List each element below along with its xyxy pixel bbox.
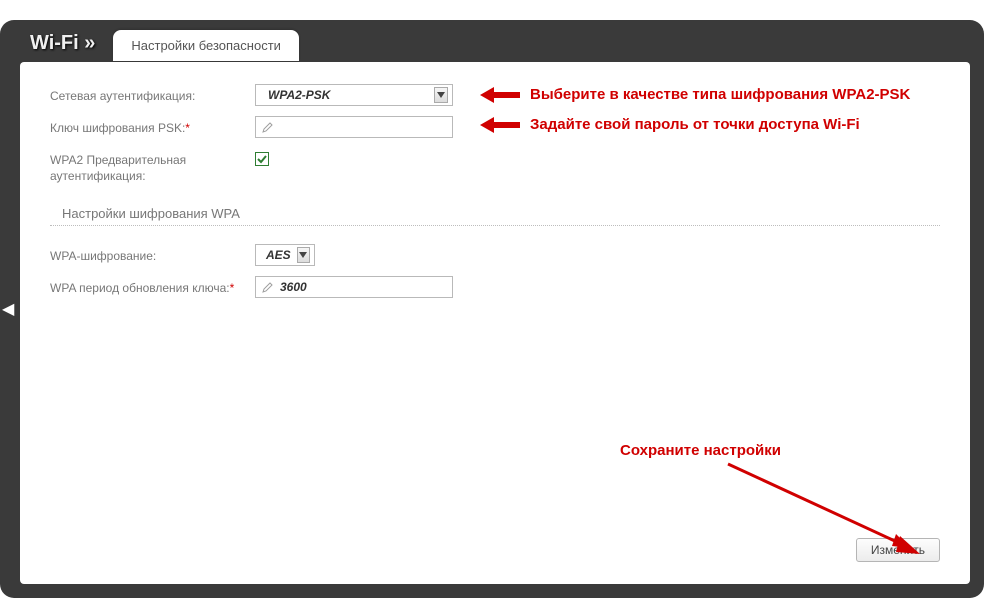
auth-select[interactable]: WPA2-PSK — [255, 84, 453, 106]
wpa-enc-label: WPA-шифрование: — [50, 244, 255, 264]
pencil-icon — [262, 281, 274, 293]
wpa-section-title: Настройки шифрования WPA — [62, 206, 940, 221]
auth-label: Сетевая аутентификация: — [50, 84, 255, 104]
dropdown-arrow-icon — [297, 247, 310, 263]
rekey-label: WPA период обновления ключа:* — [50, 276, 255, 296]
header: Wi-Fi » Настройки безопасности — [30, 30, 299, 61]
annotation-psk-text: Задайте свой пароль от точки доступа Wi-… — [530, 116, 860, 133]
auth-select-value: WPA2-PSK — [268, 88, 330, 102]
psk-label: Ключ шифрования PSK:* — [50, 116, 255, 136]
row-preauth: WPA2 Предварительная аутентификация: — [50, 148, 940, 184]
preauth-checkbox[interactable] — [255, 152, 269, 166]
rekey-input-value: 3600 — [280, 280, 307, 294]
annotation-arrow-icon — [720, 456, 940, 566]
wpa-enc-select[interactable]: AES — [255, 244, 315, 266]
collapse-caret-icon[interactable]: ◀ — [2, 299, 14, 319]
arrow-left-icon — [480, 117, 520, 133]
annotation-auth-text: Выберите в качестве типа шифрования WPA2… — [530, 86, 910, 103]
preauth-label: WPA2 Предварительная аутентификация: — [50, 148, 255, 184]
dropdown-arrow-icon — [434, 87, 448, 103]
arrow-left-icon — [480, 87, 520, 103]
row-rekey: WPA период обновления ключа:* 3600 — [50, 276, 940, 298]
breadcrumb: Wi-Fi » — [30, 32, 95, 61]
row-wpa-enc: WPA-шифрование: AES — [50, 244, 940, 266]
tab-security[interactable]: Настройки безопасности — [113, 30, 299, 61]
pencil-icon — [262, 121, 274, 133]
annotation-auth: Выберите в качестве типа шифрования WPA2… — [480, 86, 910, 103]
annotation-psk: Задайте свой пароль от точки доступа Wi-… — [480, 116, 860, 133]
psk-input[interactable] — [255, 116, 453, 138]
rekey-input[interactable]: 3600 — [255, 276, 453, 298]
check-icon — [257, 154, 267, 164]
section-divider — [50, 225, 940, 226]
wpa-enc-value: AES — [266, 248, 291, 262]
